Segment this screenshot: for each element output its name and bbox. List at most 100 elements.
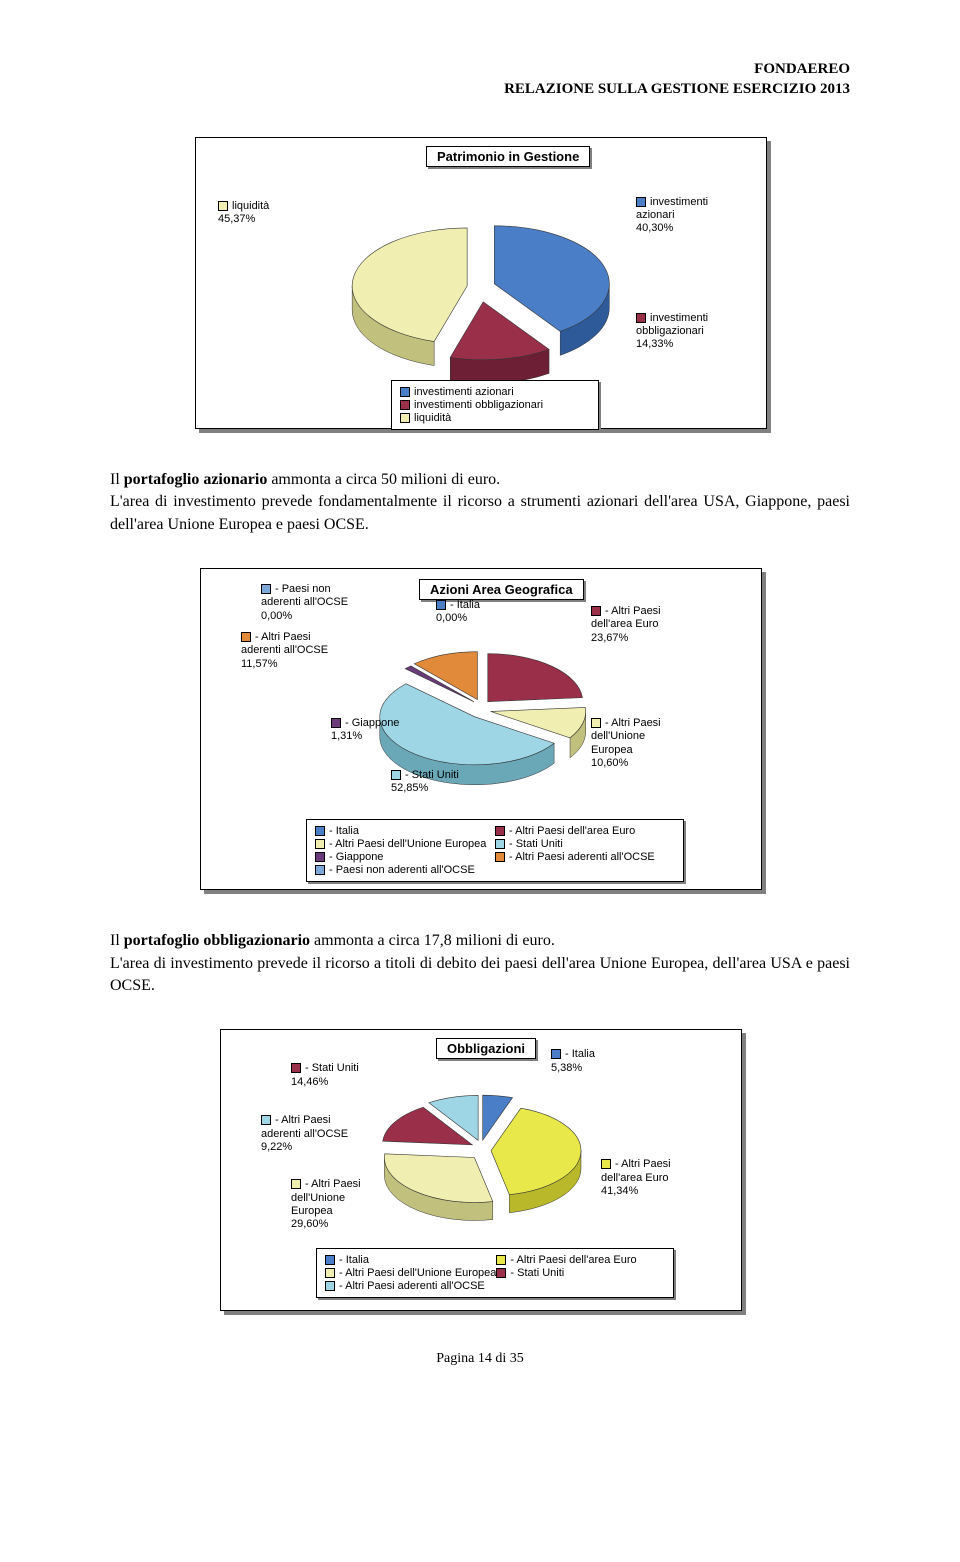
chart-label: - Altri Paesidell'UnioneEuropea29,60% [291,1178,361,1231]
legend-item-text: - Paesi non aderenti all'OCSE [329,864,475,876]
legend-swatch-icon [241,632,251,642]
legend-item: investimenti azionari [400,386,590,398]
legend-swatch-icon [315,865,325,875]
chart-label: - Paesi nonaderenti all'OCSE0,00% [261,583,348,623]
chart-label: - Altri Paesidell'area Euro41,34% [601,1158,671,1198]
chart-label: investimentiazionari40,30% [636,196,708,236]
legend-item-text: investimenti obbligazionari [414,399,543,411]
chart-box: Azioni Area Geografica - Paesi nonaderent… [200,568,762,890]
legend-item-text: - Italia [339,1254,369,1266]
para-obblig-1: Il portafoglio obbligazionario ammonta a… [110,930,850,997]
legend-item-text: liquidità [414,412,451,424]
legend-item-text: - Altri Paesi dell'Unione Europea [329,838,486,850]
page-footer: Pagina 14 di 35 [110,1351,850,1367]
chart-label: - Giappone1,31% [331,717,399,743]
legend-swatch-icon [315,839,325,849]
chart-label-text: - Altri Paesidell'area Euro23,67% [591,605,661,643]
legend-swatch-icon [315,826,325,836]
p1b: L'area di investimento prevede fondament… [110,493,850,532]
legend-item-text: investimenti azionari [414,386,514,398]
legend-swatch-icon [315,852,325,862]
legend-swatch-icon [400,400,410,410]
chart-label-text: - Altri Paesidell'UnioneEuropea29,60% [291,1178,361,1230]
legend-item-text: - Altri Paesi dell'area Euro [510,1254,636,1266]
legend-item: - Altri Paesi aderenti all'OCSE [325,1280,496,1292]
legend-item: - Paesi non aderenti all'OCSE [315,864,495,876]
chart-label: liquidità45,37% [218,200,269,226]
legend-item-text: - Italia [329,825,359,837]
chart-obbligazioni: Obbligazioni- Italia5,38%- Stati Uniti14… [220,1029,740,1311]
legend-swatch-icon [391,770,401,780]
legend-swatch-icon [601,1159,611,1169]
chart-label-text: - Altri Paesiaderenti all'OCSE11,57% [241,631,328,669]
legend-swatch-icon [495,826,505,836]
chart-label: - Italia5,38% [551,1048,595,1074]
header-line2: RELAZIONE SULLA GESTIONE ESERCIZIO 2013 [110,80,850,100]
chart-label-text: - Altri Paesidell'area Euro41,34% [601,1158,671,1196]
legend-swatch-icon [261,1115,271,1125]
chart-label: investimentiobbligazionari14,33% [636,312,708,352]
chart-label-text: - Altri Paesiaderenti all'OCSE9,22% [261,1114,348,1152]
legend-swatch-icon [591,718,601,728]
legend-item: - Giappone [315,851,495,863]
para-azionario-1: Il portafoglio azionario ammonta a circa… [110,469,850,536]
chart-legend: investimenti azionariinvestimenti obblig… [391,380,599,430]
pie-svg [196,138,766,400]
legend-swatch-icon [291,1179,301,1189]
chart-label-text: - Altri Paesidell'UnioneEuropea10,60% [591,717,661,769]
p1-pre: Il [110,471,124,488]
chart-label-text: - Giappone1,31% [331,717,399,742]
legend-item-text: - Altri Paesi aderenti all'OCSE [339,1280,485,1292]
legend-swatch-icon [495,852,505,862]
p1-bold: portafoglio azionario [124,471,268,488]
chart-label-text: investimentiazionari40,30% [636,196,708,234]
chart-label-text: - Stati Uniti14,46% [291,1062,359,1087]
chart-box: Patrimonio in Gestione liquidità45,37% inv… [195,137,767,429]
p2-pre: Il [110,932,124,949]
legend-item: - Italia [325,1254,496,1266]
legend-swatch-icon [331,718,341,728]
legend-swatch-icon [636,313,646,323]
chart-label-text: - Stati Uniti52,85% [391,769,459,794]
legend-item-text: - Stati Uniti [509,838,563,850]
legend-item-text: - Giappone [329,851,383,863]
chart-label: - Stati Uniti52,85% [391,769,459,795]
p1-post: ammonta a circa 50 milioni di euro. [267,471,500,488]
legend-swatch-icon [496,1268,506,1278]
legend-item-text: - Altri Paesi aderenti all'OCSE [509,851,655,863]
legend-item: - Stati Uniti [496,1267,665,1279]
chart-label: - Altri Paesidell'UnioneEuropea10,60% [591,717,661,770]
legend-item: investimenti obbligazionari [400,399,590,411]
legend-item-text: - Altri Paesi dell'area Euro [509,825,635,837]
header-line1: FONDAEREO [110,60,850,80]
legend-swatch-icon [400,413,410,423]
chart-label: - Italia0,00% [436,599,480,625]
legend-swatch-icon [400,387,410,397]
chart-box: Obbligazioni- Italia5,38%- Stati Uniti14… [220,1029,742,1311]
p2-post: ammonta a circa 17,8 milioni di euro. [310,932,555,949]
legend-item: - Altri Paesi dell'area Euro [495,825,675,837]
p2-bold: portafoglio obbligazionario [124,932,310,949]
legend-swatch-icon [591,606,601,616]
legend-swatch-icon [495,839,505,849]
chart-label-text: - Paesi nonaderenti all'OCSE0,00% [261,583,348,621]
legend-item-text: - Stati Uniti [510,1267,564,1279]
chart-label: - Altri Paesidell'area Euro23,67% [591,605,661,645]
legend-item: - Altri Paesi dell'Unione Europea [325,1267,496,1279]
legend-swatch-icon [325,1268,335,1278]
p2b: L'area di investimento prevede il ricors… [110,955,850,994]
chart-legend: - Italia- Altri Paesi dell'Unione Europe… [316,1248,674,1298]
legend-swatch-icon [496,1255,506,1265]
legend-item: - Italia [315,825,495,837]
chart-title: Azioni Area Geografica [419,579,584,600]
page-header: FONDAEREO RELAZIONE SULLA GESTIONE ESERC… [110,60,850,99]
legend-swatch-icon [291,1063,301,1073]
legend-item: - Altri Paesi aderenti all'OCSE [495,851,675,863]
legend-item-text: - Altri Paesi dell'Unione Europea [339,1267,496,1279]
legend-swatch-icon [218,201,228,211]
legend-swatch-icon [325,1255,335,1265]
chart-azioni: Azioni Area Geografica - Paesi nonaderent… [200,568,760,890]
chart-title: Patrimonio in Gestione [426,146,590,167]
legend-swatch-icon [551,1049,561,1059]
legend-swatch-icon [636,197,646,207]
